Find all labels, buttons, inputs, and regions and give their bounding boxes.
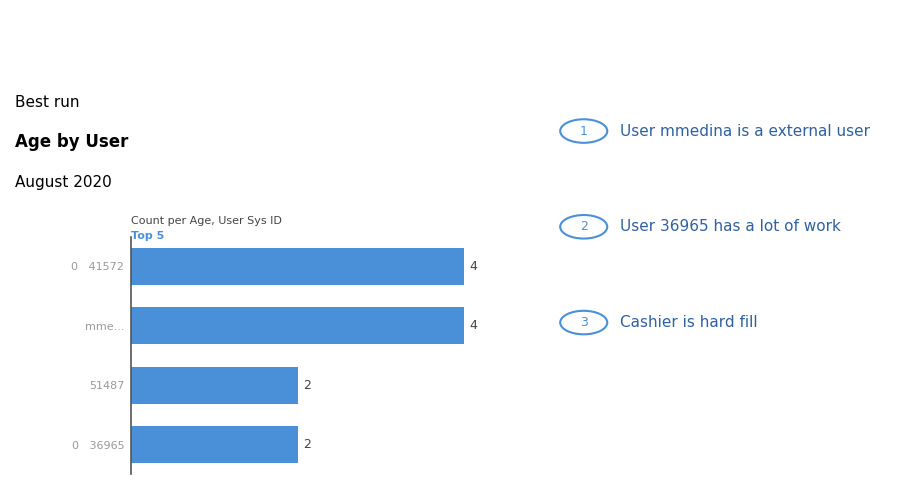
Text: 2: 2	[303, 438, 310, 451]
Text: Job Requisition count per Age by User Sys ID: Job Requisition count per Age by User Sy…	[9, 22, 538, 46]
Bar	[131, 247, 464, 285]
Text: Cashier is hard fill: Cashier is hard fill	[620, 315, 757, 330]
Text: 4: 4	[470, 260, 477, 273]
Text: Count per Age, User Sys ID: Count per Age, User Sys ID	[131, 216, 282, 226]
Text: 2: 2	[303, 379, 310, 392]
Text: 4: 4	[470, 319, 477, 332]
Text: 1: 1	[580, 124, 587, 138]
Bar	[131, 426, 298, 463]
Text: User 36965 has a lot of work: User 36965 has a lot of work	[620, 219, 841, 234]
Text: Best run: Best run	[14, 95, 79, 110]
Text: Top 5: Top 5	[131, 231, 165, 241]
Text: August 2020: August 2020	[14, 175, 111, 190]
Bar	[131, 307, 464, 344]
Text: 2: 2	[580, 220, 587, 233]
Text: Age by User: Age by User	[14, 134, 128, 151]
Bar	[131, 366, 298, 404]
Text: 3: 3	[580, 316, 587, 329]
Text: User mmedina is a external user: User mmedina is a external user	[620, 123, 870, 139]
